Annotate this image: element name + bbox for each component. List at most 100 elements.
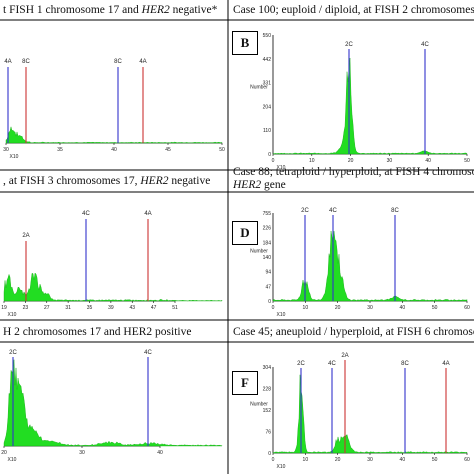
panel-c-x-tick-label: 35 (87, 305, 93, 311)
panel-b-y-tick-label: 442 (263, 57, 272, 63)
panel-b-y-tick-label: 550 (263, 33, 272, 39)
panel-d-x-axis-label: X10 (277, 312, 286, 318)
panel-a-peak-label: 4A (4, 59, 11, 65)
panel-d-x-tick-label: 20 (335, 305, 341, 311)
panel-d-peak-label: 4C (329, 208, 337, 214)
panel-d-histogram-bars (272, 230, 468, 302)
panel-c-x-tick-label: 23 (23, 305, 29, 311)
panel-e-histogram-bars (3, 359, 73, 447)
panel-b-x-axis-label: X10 (277, 165, 286, 169)
panel-a-histogram-bars (5, 126, 31, 144)
panel-b-x-tick-label: 0 (272, 158, 275, 164)
panel-c-x-tick-label: 31 (65, 305, 71, 311)
panel-c-histogram: 19 23 27 31 35 39 43 47 51 X10 2A 4C 4A (0, 193, 227, 319)
panel-b-y-tick-label: 204 (263, 104, 272, 110)
panel-e-x-tick-label: 30 (79, 450, 85, 456)
header-case-a: t FISH 1 chromosome 17 and HER2 negative… (3, 4, 218, 16)
panel-a-histogram-tail (29, 141, 223, 144)
panel-e-x-tick-label: 40 (157, 450, 163, 456)
header-case-d-line2: HER2 gene (233, 179, 286, 191)
panel-a-x-tick-label: 50 (219, 147, 225, 153)
panel-b-histogram-bars (272, 57, 468, 155)
panel-f-x-tick-label: 50 (432, 457, 438, 463)
panel-e-x-axis-label: X10 (8, 457, 17, 463)
panel-f-y-tick-label: 228 (263, 387, 272, 393)
panel-a-peak-label: 4A (139, 59, 146, 65)
panel-f-histogram-bars (272, 374, 468, 454)
panel-d-x-tick-label: 0 (272, 305, 275, 311)
panel-d-y-tick-label: 47 (265, 284, 271, 290)
panel-c-x-axis-label: X10 (8, 312, 17, 318)
panel-e-x-tick-label: 20 (1, 450, 7, 456)
panel-f-peak-label: 4C (328, 361, 336, 367)
header-case-f: Case 45; aneuploid / hyperploid, at FISH… (233, 326, 474, 338)
panel-d-y-tick-label: 755 (263, 211, 272, 217)
panel-b-histogram: 550 442 331 204 110 0 Number 0 10 20 30 40 50 X10 2C 4C (229, 21, 474, 169)
panel-f-x-tick-label: 60 (464, 457, 470, 463)
panel-f-x-tick-label: 20 (335, 457, 341, 463)
panel-c-histogram-right (174, 299, 223, 302)
panel-d-x-tick-label: 40 (400, 305, 406, 311)
panel-c-x-tick-label: 43 (129, 305, 135, 311)
panel-d-histogram: 755 226 184 140 94 47 0 Number 0 10 20 30 40 50 60 X10 2… (229, 193, 474, 319)
panel-d-peak-label: 2C (301, 208, 309, 214)
panel-e-histogram: 20 30 40 X10 2C 4C (0, 343, 227, 474)
panel-a-x-tick-label: 30 (3, 147, 9, 153)
panel-letter-b: B (232, 31, 258, 55)
panel-d-x-tick-label: 60 (464, 305, 470, 311)
panel-a-x-tick-label: 40 (111, 147, 117, 153)
panel-d-y-tick-label: 184 (263, 240, 272, 246)
panel-f-x-tick-label: 0 (272, 457, 275, 463)
panel-c-x-tick-label: 47 (151, 305, 157, 311)
header-case-e: H 2 chromosomes 17 and HER2 positive (3, 326, 192, 338)
panel-d-x-tick-label: 30 (367, 305, 373, 311)
panel-d-peak-label: 8C (391, 208, 399, 214)
panel-d-x-tick-label: 50 (432, 305, 438, 311)
panel-f-y-axis-label: Number (250, 402, 268, 408)
panel-b-y-tick-label: 110 (263, 128, 271, 134)
panel-c-x-tick-label: 19 (1, 305, 7, 311)
panel-b-x-tick-label: 10 (309, 158, 315, 164)
panel-f-peak-label: 4A (442, 361, 449, 367)
header-case-d-line1: Case 88; tetraploid / hyperploid, at FIS… (233, 166, 474, 178)
panel-f-peak-label: 2C (297, 361, 305, 367)
panel-f-x-axis-label: X10 (277, 464, 286, 470)
panel-a-x-tick-label: 35 (57, 147, 63, 153)
panel-letter-d: D (232, 221, 258, 245)
panel-e-peak-label: 4C (144, 350, 152, 356)
panel-b-y-axis-label: Number (250, 85, 268, 91)
panel-c-peak-label: 4A (144, 211, 151, 217)
panel-e-histogram-tail (71, 440, 223, 447)
panel-f-y-tick-label: 152 (263, 408, 272, 414)
panel-c-peak-label: 2A (22, 233, 29, 239)
panel-letter-f: F (232, 371, 258, 395)
panel-d-y-tick-label: 94 (265, 270, 271, 276)
panel-f-peak-label: 2A (341, 353, 348, 359)
panel-e-peak-label: 2C (9, 350, 17, 356)
panel-a-x-axis-label: X10 (10, 154, 19, 160)
panel-b-x-tick-label: 20 (348, 158, 354, 164)
panel-f-peak-label: 8C (401, 361, 409, 367)
panel-f-x-tick-label: 40 (400, 457, 406, 463)
panel-c-x-tick-label: 51 (172, 305, 178, 311)
panel-b-x-tick-label: 30 (387, 158, 393, 164)
panel-b-x-tick-label: 40 (425, 158, 431, 164)
panel-a-peak-label: 8C (22, 59, 30, 65)
panel-d-y-axis-label: Number (250, 249, 268, 255)
panel-b-x-tick-label: 50 (464, 158, 470, 164)
panel-f-y-tick-label: 76 (265, 430, 271, 436)
panel-a-histogram: 30 35 40 45 50 X10 4A 8C 8C 4A (0, 21, 227, 169)
panel-a-peak-label: 8C (114, 59, 122, 65)
panel-f-y-tick-label: 304 (263, 365, 272, 371)
panel-d-x-tick-label: 10 (303, 305, 309, 311)
panel-c-x-tick-label: 27 (44, 305, 50, 311)
panel-c-histogram-bars (3, 272, 176, 302)
panel-f-histogram: 304 228 152 76 0 Number 0 10 20 30 40 50 60 X10 2C 4C 2A… (229, 343, 474, 474)
panel-b-peak-label: 2C (345, 42, 353, 48)
panel-f-x-tick-label: 10 (303, 457, 309, 463)
panel-f-y-tick-label: 0 (268, 451, 271, 457)
panel-a-x-tick-label: 45 (165, 147, 171, 153)
panel-c-peak-label: 4C (82, 211, 90, 217)
panel-b-y-tick-label: 331 (263, 81, 272, 87)
